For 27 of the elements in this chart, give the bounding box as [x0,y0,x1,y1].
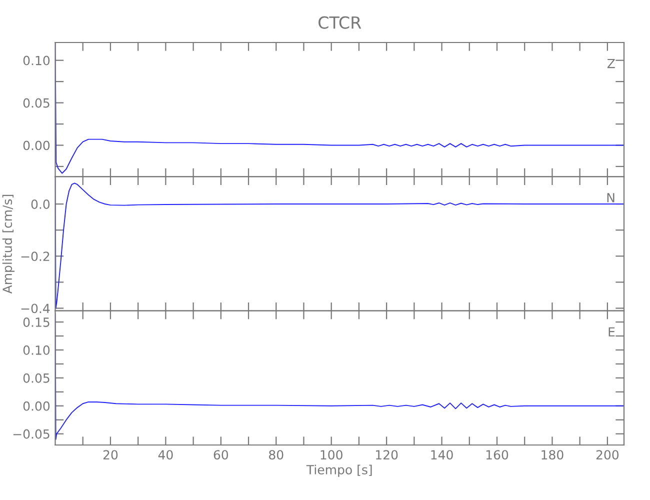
x-tick-label: 180 [542,450,564,460]
x-axis-title: Tiempo [s] [306,464,372,477]
x-tick-label: 20 [103,450,118,460]
x-tick-label: 160 [486,450,508,460]
annotation: Z [607,58,615,68]
x-tick-label: 100 [320,450,342,460]
y-tick-label: 0.05 [23,98,50,108]
y-axis-title: Amplitud [cm/s] [2,194,14,294]
y-tick-label: −0.2 [21,252,50,262]
x-tick-label: 60 [214,450,228,460]
x-tick-label: 40 [158,450,173,460]
annotation: N [607,193,614,202]
y-tick-label: 0.00 [23,401,50,411]
y-tick-label: 0.15 [23,317,50,327]
y-tick-label: −0.4 [21,304,50,314]
annotation: E [608,327,615,336]
chart-title: CTCR [318,16,362,29]
y-tick-label: −0.05 [13,429,50,439]
y-tick-label: 0.10 [23,56,50,66]
x-tick-label: 120 [376,450,398,460]
x-tick-label: 140 [431,450,453,460]
y-tick-label: 0.05 [23,373,50,383]
y-tick-label: 0.10 [23,345,50,355]
y-tick-label: 0.0 [31,199,50,209]
x-tick-label: 200 [596,450,619,460]
y-tick-label: 0.00 [23,140,50,150]
x-tick-label: 80 [269,450,284,460]
